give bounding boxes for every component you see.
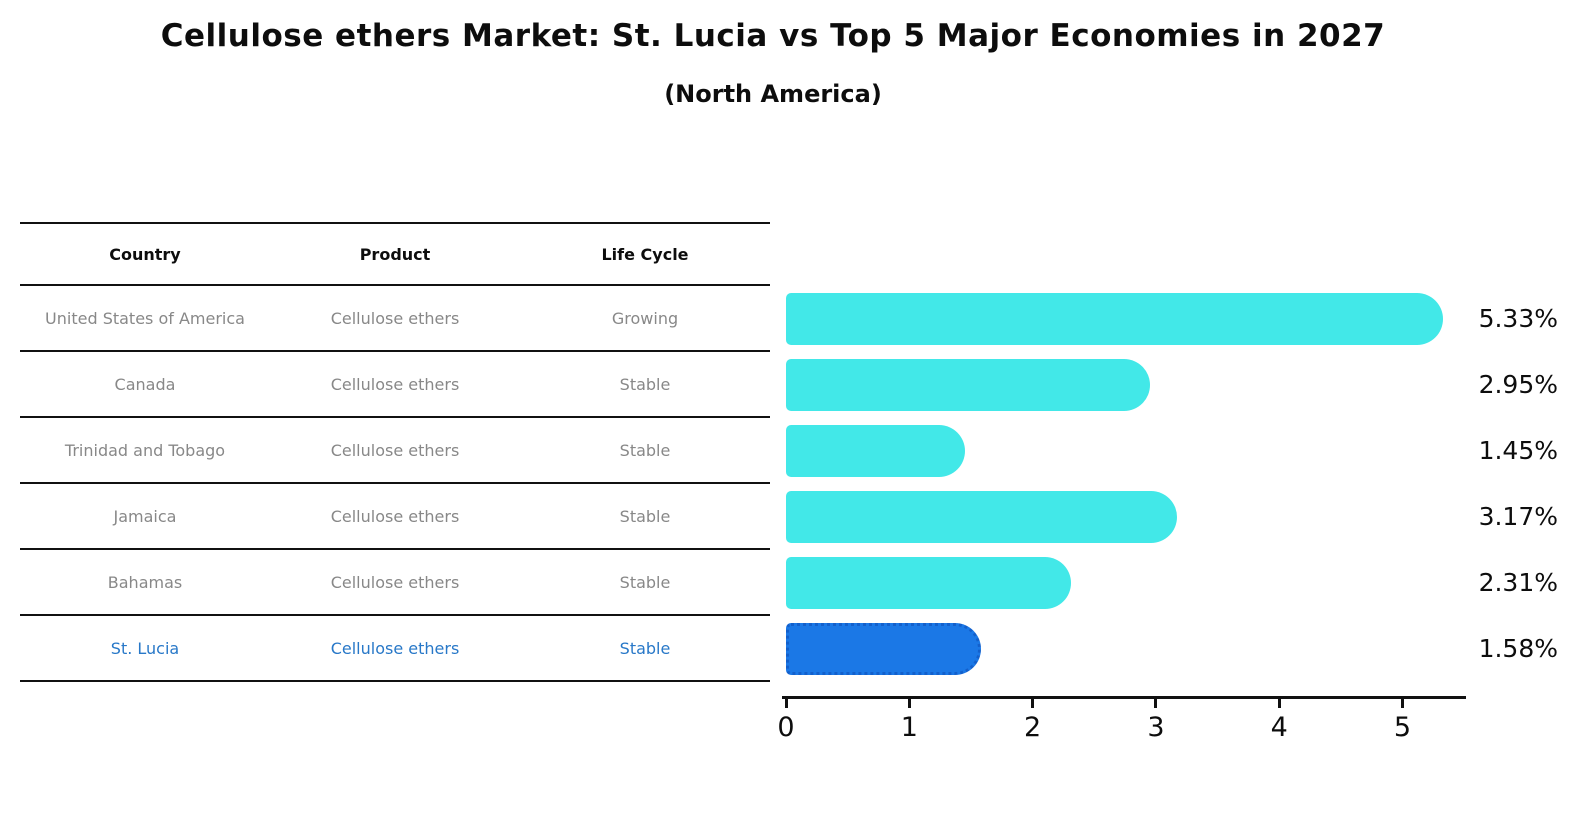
bar-st-lucia-highlight (786, 623, 981, 675)
tick-label: 4 (1270, 712, 1288, 743)
bar-canada (786, 359, 1150, 411)
tick-mark (1154, 699, 1158, 708)
tick-label: 1 (900, 712, 918, 743)
table-row-highlight-st-lucia: St. Lucia Cellulose ethers Stable (20, 616, 770, 682)
tick-label: 5 (1393, 712, 1412, 743)
page-title: Cellulose ethers Market: St. Lucia vs To… (160, 18, 1386, 54)
table-header-row: Country Product Life Cycle (20, 224, 770, 286)
cell-country: Trinidad and Tobago (64, 440, 226, 460)
value-label: 2.95% (1478, 370, 1558, 399)
cell-country: Canada (114, 374, 176, 394)
table-row: Bahamas Cellulose ethers Stable (20, 550, 770, 616)
bar-chart (786, 286, 1458, 682)
tick-mark (1400, 699, 1404, 708)
country-table: Country Product Life Cycle United States… (20, 222, 770, 682)
bar-row (786, 418, 1458, 484)
cell-life-cycle: Stable (619, 638, 671, 658)
cell-product: Cellulose ethers (330, 572, 460, 592)
column-header-life-cycle: Life Cycle (601, 244, 689, 264)
value-label: 1.58% (1478, 634, 1558, 663)
bar-trinidad-and-tobago (786, 425, 965, 477)
page-subtitle: (North America) (664, 80, 882, 108)
tick-mark (1031, 699, 1035, 708)
value-label-column: 5.33% 2.95% 1.45% 3.17% 2.31% 1.58% (1462, 286, 1558, 682)
cell-country: St. Lucia (110, 638, 180, 658)
bar-row (786, 616, 1458, 682)
bar-row (786, 484, 1458, 550)
cell-country: Jamaica (113, 506, 177, 526)
tick-mark (784, 699, 788, 708)
tick-mark (1277, 699, 1281, 708)
value-label: 1.45% (1478, 436, 1558, 465)
x-axis-line (782, 696, 1466, 699)
tick-label: 2 (1024, 712, 1042, 743)
cell-product: Cellulose ethers (330, 506, 460, 526)
cell-life-cycle: Stable (619, 440, 671, 460)
cell-product: Cellulose ethers (330, 638, 460, 658)
tick-label: 3 (1147, 712, 1165, 743)
column-header-product: Product (359, 244, 431, 264)
column-header-country: Country (109, 244, 181, 264)
tick-mark (907, 699, 911, 708)
cell-country: United States of America (45, 308, 245, 328)
value-label: 5.33% (1478, 304, 1558, 333)
bar-row (786, 286, 1458, 352)
tick-label: 0 (777, 712, 795, 743)
value-label: 2.31% (1478, 568, 1558, 597)
bar-row (786, 550, 1458, 616)
cell-product: Cellulose ethers (330, 308, 460, 328)
table-row: Jamaica Cellulose ethers Stable (20, 484, 770, 550)
cell-country: Bahamas (107, 572, 183, 592)
cell-product: Cellulose ethers (330, 374, 460, 394)
value-label: 3.17% (1478, 502, 1558, 531)
cell-life-cycle: Growing (611, 308, 679, 328)
bar-bahamas (786, 557, 1071, 609)
table-row: Trinidad and Tobago Cellulose ethers Sta… (20, 418, 770, 484)
table-row: Canada Cellulose ethers Stable (20, 352, 770, 418)
bar-jamaica (786, 491, 1177, 543)
cell-product: Cellulose ethers (330, 440, 460, 460)
cell-life-cycle: Stable (619, 506, 671, 526)
bar-united-states (786, 293, 1444, 345)
cell-life-cycle: Stable (619, 572, 671, 592)
bar-row (786, 352, 1458, 418)
cell-life-cycle: Stable (619, 374, 671, 394)
table-row: United States of America Cellulose ether… (20, 286, 770, 352)
x-axis: 0 1 2 3 4 5 (777, 696, 1466, 756)
